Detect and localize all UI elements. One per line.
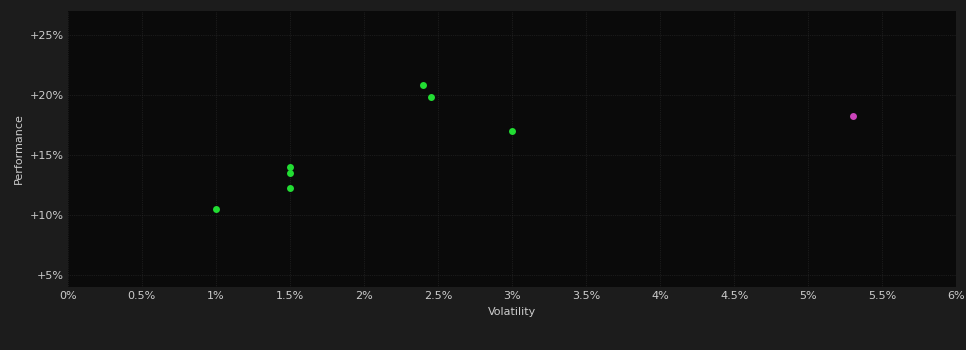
Point <box>504 128 520 133</box>
Point <box>282 170 298 176</box>
Point <box>423 94 439 100</box>
Y-axis label: Performance: Performance <box>14 113 24 184</box>
Point <box>282 186 298 191</box>
X-axis label: Volatility: Volatility <box>488 307 536 317</box>
Point <box>415 82 431 88</box>
Point <box>208 206 223 212</box>
Point <box>282 164 298 170</box>
Point <box>845 113 861 119</box>
